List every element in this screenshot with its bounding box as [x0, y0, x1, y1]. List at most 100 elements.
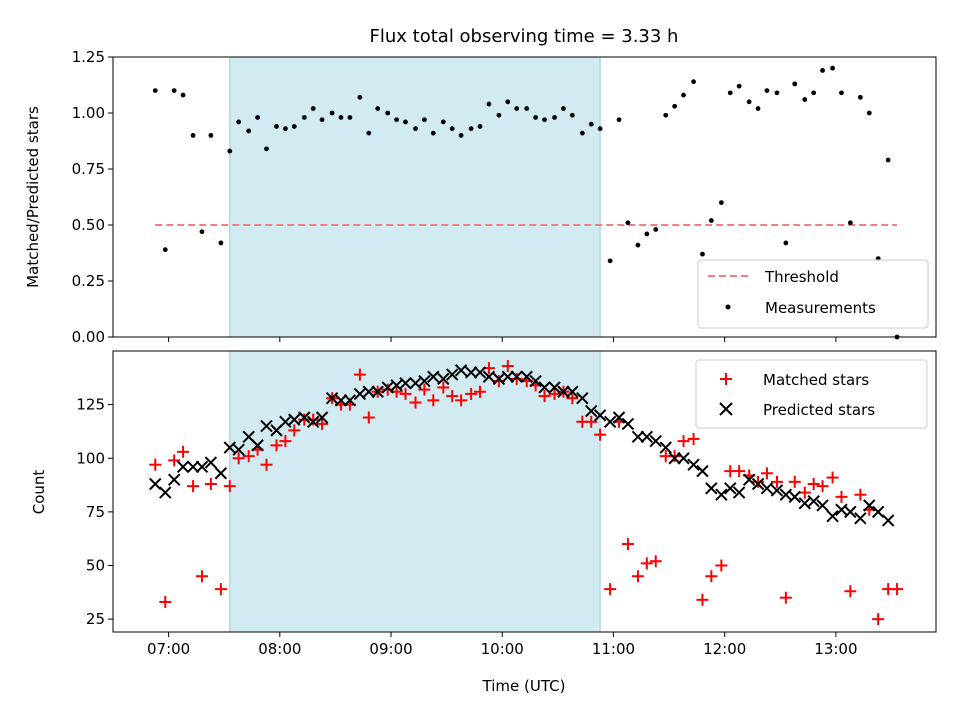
matched-stars-point — [307, 413, 320, 426]
measurement-point — [533, 115, 539, 120]
legend-matched-label: Matched stars — [763, 371, 869, 389]
predicted-stars-point — [881, 514, 895, 527]
top-panel: 0.00 0.25 0.50 0.75 1.00 1.25 Matched/Predict… — [24, 48, 937, 346]
y-tick-label: 1.25 — [72, 48, 105, 66]
matched-stars-point — [844, 585, 857, 598]
predicted-stars-point — [454, 364, 468, 377]
measurement-point — [542, 117, 547, 123]
matched-stars-point — [353, 368, 366, 381]
predicted-stars-point — [603, 415, 617, 428]
matched-stars-point — [770, 475, 783, 488]
predicted-stars-point — [306, 415, 320, 428]
predicted-stars-point — [807, 494, 820, 508]
measurement-point — [524, 106, 530, 111]
predicted-stars-point — [760, 482, 774, 495]
top-x-ticks — [168, 337, 837, 342]
legend-threshold-label: Threshold — [764, 268, 839, 286]
legend-measurements-label: Measurements — [765, 299, 876, 317]
matched-stars-point — [891, 583, 904, 596]
matched-stars-point — [631, 570, 644, 583]
predicted-stars-point — [770, 484, 784, 497]
measurement-point — [635, 242, 641, 248]
matched-stars-point — [418, 383, 431, 396]
matched-stars-point — [159, 595, 172, 608]
matched-stars-point — [807, 477, 820, 490]
predicted-stars-point — [501, 370, 515, 383]
predicted-stars-point — [816, 499, 829, 512]
measurement-point — [663, 112, 669, 118]
matched-stars-point — [835, 490, 848, 503]
predicted-stars-point — [492, 372, 506, 386]
predicted-stars-point — [418, 374, 431, 388]
predicted-stars-point — [176, 460, 190, 474]
y-tick-label: 0.00 — [72, 328, 105, 346]
measurement-point — [301, 115, 307, 120]
y-tick-label: 75 — [86, 503, 105, 521]
predicted-stars-point — [482, 370, 496, 383]
measurement-point — [681, 92, 686, 98]
measurement-point — [496, 112, 502, 118]
predicted-stars-point — [844, 505, 857, 519]
matched-stars-point — [798, 486, 811, 499]
measurement-point — [338, 115, 344, 120]
matched-stars-point — [872, 613, 885, 626]
legend-predicted-label: Predicted stars — [763, 401, 875, 419]
predicted-stars-point — [687, 458, 700, 471]
matched-stars-point — [501, 360, 514, 373]
legend-measurements-swatch — [725, 304, 731, 310]
matched-stars-point — [760, 467, 773, 480]
measurement-point — [588, 121, 594, 127]
y-tick-label: 100 — [76, 449, 105, 467]
measurement-point — [857, 94, 863, 100]
predicted-stars-point — [204, 456, 218, 469]
matched-stars-point — [279, 435, 292, 448]
measurement-point — [385, 110, 391, 116]
predicted-stars-point — [288, 413, 301, 426]
measurement-point — [607, 258, 613, 264]
predicted-stars-point — [520, 370, 533, 383]
predicted-stars-point — [223, 441, 236, 454]
y-tick-label: 50 — [86, 557, 105, 575]
measurement-point — [310, 106, 316, 111]
measurement-point — [561, 106, 566, 111]
measurement-point — [691, 79, 696, 85]
measurement-point — [746, 99, 752, 105]
matched-stars-point — [566, 392, 579, 405]
bottom-legend: Matched stars Predicted stars — [695, 359, 928, 429]
y-tick-label: 125 — [76, 396, 105, 414]
measurement-point — [282, 126, 288, 132]
predicted-stars-point — [279, 415, 292, 428]
matched-stars-point — [446, 390, 459, 403]
predicted-stars-point — [214, 467, 228, 480]
matched-stars-point — [187, 480, 200, 493]
predicted-stars-point — [149, 477, 162, 491]
measurement-point — [255, 115, 260, 120]
matched-stars-point — [362, 411, 375, 424]
bottom-legend-box — [695, 359, 928, 429]
measurement-point — [552, 115, 557, 120]
measurement-point — [218, 240, 224, 246]
measurement-point — [672, 103, 678, 109]
top-series — [152, 65, 900, 340]
matched-stars-point — [214, 583, 227, 596]
matched-stars-point — [621, 538, 634, 551]
y-tick-label: 0.25 — [72, 272, 105, 290]
matched-stars-point — [649, 555, 662, 568]
predicted-stars-point — [788, 490, 801, 504]
measurement-point — [329, 110, 335, 116]
predicted-stars-point — [863, 499, 876, 512]
legend-predicted-swatch — [719, 402, 733, 416]
matched-stars-point — [437, 381, 450, 394]
bottom-y-axis-label: Count — [30, 470, 48, 515]
measurement-point — [449, 126, 455, 132]
predicted-stars-point — [835, 503, 848, 516]
predicted-stars-point — [548, 381, 561, 394]
predicted-stars-point — [427, 370, 440, 383]
measurement-point — [653, 227, 659, 232]
matched-stars-point — [316, 417, 329, 430]
y-tick-label: 0.50 — [72, 216, 105, 234]
measurement-point — [347, 115, 353, 120]
predicted-stars-point — [353, 387, 367, 401]
measurement-point — [727, 90, 733, 96]
measurement-point — [866, 110, 872, 116]
